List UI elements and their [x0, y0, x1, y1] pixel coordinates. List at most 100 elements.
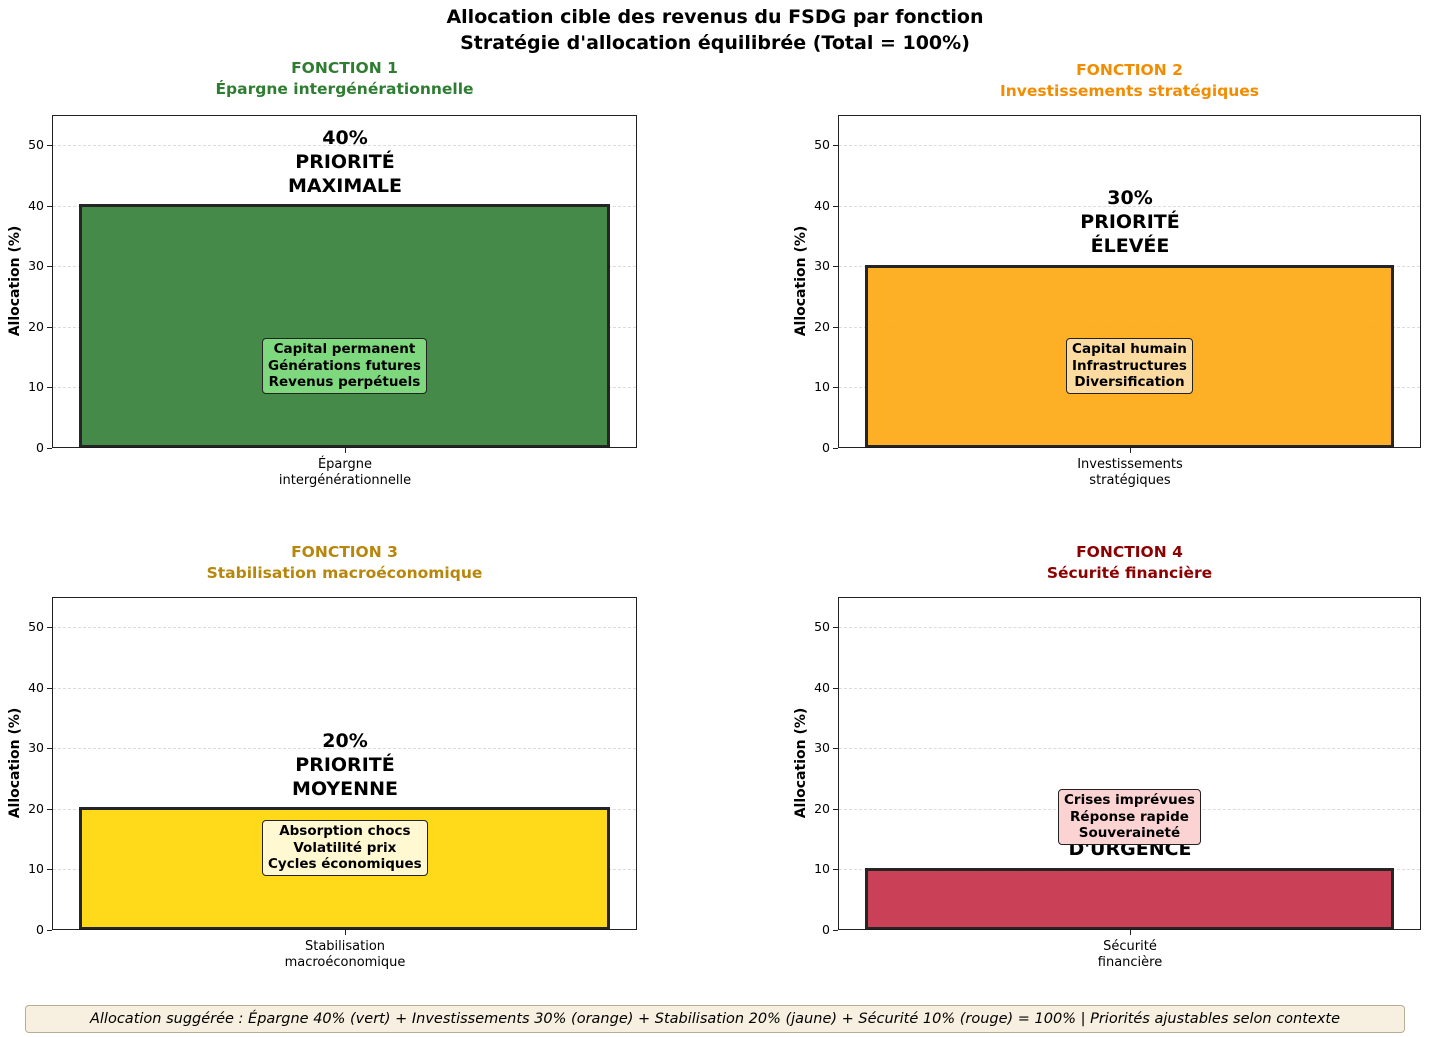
y-tick-mark — [833, 206, 838, 207]
y-tick-mark — [833, 809, 838, 810]
y-tick-mark — [47, 327, 52, 328]
y-tick-label: 40 — [814, 198, 830, 213]
x-tick-label: Épargne intergénérationnelle — [225, 457, 465, 489]
y-tick-mark — [833, 387, 838, 388]
y-tick-mark — [47, 869, 52, 870]
priority-label: ÉLEVÉE — [1090, 235, 1170, 257]
gridline — [53, 748, 636, 749]
x-tick-label-line2: stratégiques — [1089, 473, 1171, 488]
y-tick-label: 10 — [28, 861, 44, 876]
x-tick-label: Sécurité financière — [1010, 939, 1250, 971]
info-box: Absorption chocs Volatilité prix Cycles éc… — [262, 820, 428, 876]
y-tick-label: 30 — [28, 258, 44, 273]
bar-value-label: 20% — [322, 730, 368, 752]
bar-value-label: 40% — [322, 127, 368, 149]
y-axis-label: Allocation (%) — [7, 225, 23, 336]
x-tick-label-line2: intergénérationnelle — [278, 473, 412, 488]
panel-title-name: Épargne intergénérationnelle — [215, 80, 474, 98]
gridline — [839, 206, 1420, 207]
y-tick-mark — [47, 145, 52, 146]
priority-label: MOYENNE — [292, 778, 398, 800]
panel-title-function: FONCTION 1 — [291, 59, 398, 77]
panel-title-function: FONCTION 4 — [1076, 543, 1183, 561]
panel-title-name: Sécurité financière — [1046, 564, 1213, 582]
bar-1 — [79, 204, 610, 448]
gridline — [53, 688, 636, 689]
y-tick-mark — [47, 448, 52, 449]
bar-annotation: 40% PRIORITÉ MAXIMALE — [195, 126, 495, 198]
x-tick-label-line2: macroéconomique — [284, 955, 406, 970]
priority-label: PRIORITÉ — [295, 151, 395, 173]
y-tick-mark — [47, 206, 52, 207]
figure-title-line2: Stratégie d'allocation équilibrée (Total… — [460, 32, 970, 54]
priority-label: PRIORITÉ — [295, 754, 395, 776]
y-tick-label: 50 — [28, 619, 44, 634]
y-tick-label: 20 — [814, 319, 830, 334]
bar-4 — [865, 868, 1394, 930]
info-line: Capital humain — [1072, 341, 1187, 357]
info-line: Réponse rapide — [1070, 808, 1189, 825]
x-tick-mark — [345, 448, 346, 453]
y-tick-label: 20 — [28, 319, 44, 334]
info-line: Infrastructures — [1072, 357, 1187, 374]
y-tick-label: 10 — [28, 379, 44, 394]
y-tick-label: 10 — [814, 861, 830, 876]
y-tick-label: 40 — [814, 680, 830, 695]
info-line: Absorption chocs — [279, 823, 411, 839]
gridline — [839, 145, 1420, 146]
panel-title-function: FONCTION 2 — [1076, 61, 1183, 79]
x-tick-label: Investissements stratégiques — [1010, 457, 1250, 489]
gridline — [839, 688, 1420, 689]
figure-title-line1: Allocation cible des revenus du FSDG par… — [446, 6, 984, 28]
y-tick-label: 50 — [814, 137, 830, 152]
y-axis-label: Allocation (%) — [793, 707, 809, 818]
y-tick-label: 0 — [822, 440, 830, 455]
y-tick-mark — [47, 266, 52, 267]
y-tick-mark — [833, 327, 838, 328]
y-tick-mark — [47, 930, 52, 931]
x-tick-mark — [345, 930, 346, 935]
y-tick-mark — [47, 809, 52, 810]
x-tick-label-line1: Investissements — [1077, 457, 1183, 472]
info-box: Capital humain Infrastructures Diversifica… — [1066, 338, 1193, 394]
bar-value-label: 30% — [1107, 187, 1153, 209]
x-tick-mark — [1130, 930, 1131, 935]
y-tick-label: 40 — [28, 198, 44, 213]
y-tick-label: 0 — [36, 922, 44, 937]
y-tick-label: 20 — [28, 801, 44, 816]
y-tick-mark — [833, 627, 838, 628]
y-tick-mark — [47, 688, 52, 689]
y-tick-mark — [833, 930, 838, 931]
bar-annotation: 20% PRIORITÉ MOYENNE — [195, 729, 495, 801]
y-tick-mark — [47, 627, 52, 628]
y-axis-label: Allocation (%) — [7, 707, 23, 818]
y-axis-label: Allocation (%) — [793, 225, 809, 336]
panel-title-name: Stabilisation macroéconomique — [206, 564, 483, 582]
y-tick-label: 0 — [36, 440, 44, 455]
gridline — [839, 748, 1420, 749]
y-tick-label: 10 — [814, 379, 830, 394]
y-tick-label: 30 — [814, 740, 830, 755]
x-tick-label: Stabilisation macroéconomique — [225, 939, 465, 971]
panel-title-function: FONCTION 3 — [291, 543, 398, 561]
panel-title-name: Investissements stratégiques — [1000, 82, 1259, 100]
y-tick-label: 30 — [814, 258, 830, 273]
y-tick-mark — [833, 869, 838, 870]
info-line: Capital permanent — [273, 341, 416, 357]
x-tick-label-line1: Stabilisation — [304, 939, 386, 954]
gridline — [839, 627, 1420, 628]
x-tick-label-line1: Épargne — [317, 457, 373, 472]
info-line: Diversification — [1074, 374, 1185, 390]
info-line: Souveraineté — [1078, 825, 1181, 841]
footer-note: Allocation suggérée : Épargne 40% (vert)… — [25, 1005, 1405, 1033]
y-tick-label: 0 — [822, 922, 830, 937]
x-tick-mark — [1130, 448, 1131, 453]
y-tick-mark — [833, 448, 838, 449]
info-line: Cycles économiques — [268, 856, 422, 872]
info-line: Revenus perpétuels — [268, 374, 421, 390]
y-tick-mark — [47, 748, 52, 749]
x-tick-label-line2: financière — [1097, 955, 1163, 970]
priority-label: PRIORITÉ — [1080, 211, 1180, 233]
y-tick-label: 20 — [814, 801, 830, 816]
y-tick-mark — [833, 688, 838, 689]
